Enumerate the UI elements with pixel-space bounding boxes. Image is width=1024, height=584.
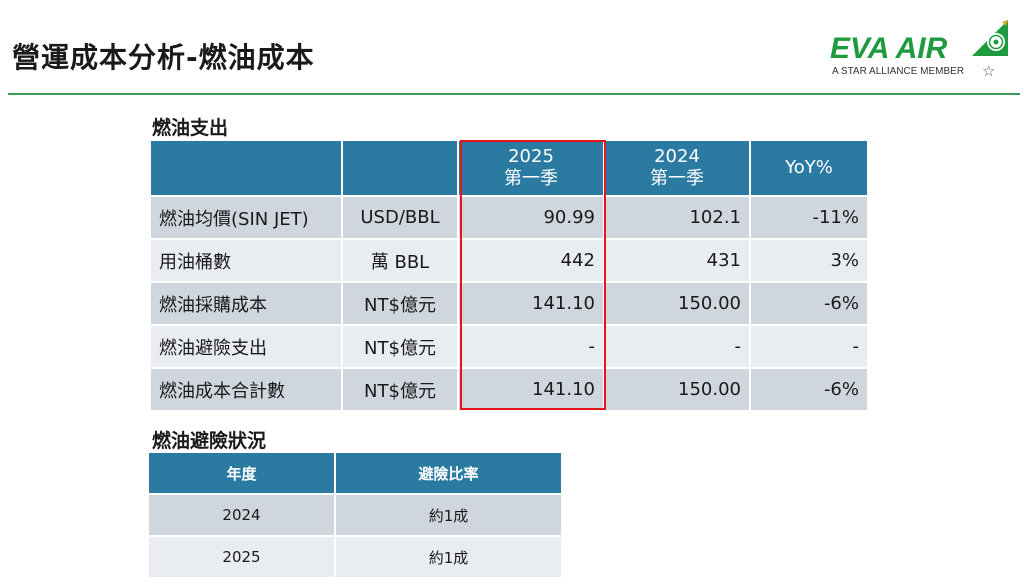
row-2025: 141.10	[459, 281, 605, 324]
row-2024: 150.00	[605, 367, 751, 410]
col-header-unit	[343, 141, 459, 195]
col-header-item	[151, 141, 343, 195]
row-yoy: 3%	[751, 238, 867, 281]
table-row: 燃油均價(SIN JET) USD/BBL 90.99 102.1 -11%	[151, 195, 867, 238]
row-name: 用油桶數	[151, 238, 343, 281]
row-yoy: -6%	[751, 367, 867, 410]
fuel-expense-table: 2025 第一季 2024 第一季 YoY% 燃油均價(SIN JET) USD…	[151, 141, 867, 410]
row-yoy: -11%	[751, 195, 867, 238]
row-2024: 102.1	[605, 195, 751, 238]
title-divider	[8, 93, 1020, 95]
col-header-2024-year: 2024	[654, 146, 700, 167]
hedging-table: 年度 避險比率 2024 約1成 2025 約1成	[149, 453, 561, 577]
row-2024: 431	[605, 238, 751, 281]
row-year: 2024	[149, 493, 336, 535]
row-unit: 萬 BBL	[343, 238, 459, 281]
row-unit: USD/BBL	[343, 195, 459, 238]
row-2025: 442	[459, 238, 605, 281]
row-2025: 90.99	[459, 195, 605, 238]
fuel-expense-header-row: 2025 第一季 2024 第一季 YoY%	[151, 141, 867, 195]
fuel-expense-title: 燃油支出	[152, 117, 229, 139]
eva-emblem-icon	[972, 20, 1008, 56]
row-yoy: -6%	[751, 281, 867, 324]
col-header-2025q1: 2025 第一季	[459, 141, 605, 195]
table-row: 燃油成本合計數 NT$億元 141.10 150.00 -6%	[151, 367, 867, 410]
col-header-2024-quarter: 第一季	[650, 168, 704, 189]
row-year: 2025	[149, 535, 336, 577]
row-ratio: 約1成	[336, 493, 561, 535]
row-name: 燃油均價(SIN JET)	[151, 195, 343, 238]
row-unit: NT$億元	[343, 367, 459, 410]
logo-subtitle: A STAR ALLIANCE MEMBER	[832, 66, 965, 77]
table-row: 燃油採購成本 NT$億元 141.10 150.00 -6%	[151, 281, 867, 324]
page-title: 營運成本分析-燃油成本	[12, 41, 315, 74]
row-name: 燃油採購成本	[151, 281, 343, 324]
col-header-2025-quarter: 第一季	[504, 168, 558, 189]
row-name: 燃油成本合計數	[151, 367, 343, 410]
col-header-year: 年度	[149, 453, 336, 493]
eva-air-logo: EVA AIR A STAR ALLIANCE MEMBER ☆	[830, 12, 1010, 82]
col-header-2024q1: 2024 第一季	[605, 141, 751, 195]
table-row: 2025 約1成	[149, 535, 561, 577]
col-header-ratio: 避險比率	[336, 453, 561, 493]
table-row: 用油桶數 萬 BBL 442 431 3%	[151, 238, 867, 281]
logo-text: EVA AIR	[830, 32, 948, 65]
row-2024: -	[605, 324, 751, 367]
table-row: 2024 約1成	[149, 493, 561, 535]
table-row: 燃油避險支出 NT$億元 - - -	[151, 324, 867, 367]
hedging-header-row: 年度 避險比率	[149, 453, 561, 493]
row-unit: NT$億元	[343, 324, 459, 367]
row-2025: -	[459, 324, 605, 367]
row-2024: 150.00	[605, 281, 751, 324]
row-ratio: 約1成	[336, 535, 561, 577]
hedging-title: 燃油避險狀況	[152, 430, 267, 452]
row-name: 燃油避險支出	[151, 324, 343, 367]
row-yoy: -	[751, 324, 867, 367]
col-header-yoy: YoY%	[751, 141, 867, 195]
row-unit: NT$億元	[343, 281, 459, 324]
col-header-2025-year: 2025	[508, 146, 554, 167]
star-alliance-icon: ☆	[982, 62, 996, 80]
row-2025: 141.10	[459, 367, 605, 410]
